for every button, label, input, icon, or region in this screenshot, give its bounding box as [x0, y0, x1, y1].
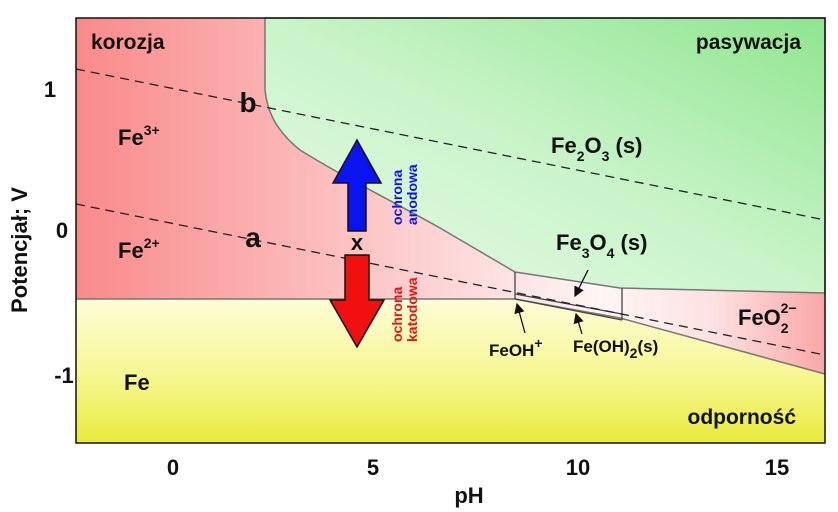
immunity-boundary — [76, 298, 826, 375]
passivation-region — [264, 17, 826, 294]
immunity-region — [76, 299, 825, 443]
y-axis-label: Potencjał; V — [7, 187, 32, 313]
fe3o4-label: Fe3O4 (s) — [556, 230, 647, 261]
feoh2-boundary — [514, 298, 623, 321]
line-a-label: a — [245, 222, 261, 253]
line-a — [75, 203, 826, 356]
anodic-protection-arrow — [331, 138, 383, 232]
line-b — [75, 68, 826, 221]
corrosion-label: korozja — [91, 31, 165, 54]
x-axis-label: pH — [454, 483, 483, 508]
line-b-label: b — [239, 87, 256, 118]
point-x: x — [351, 230, 364, 255]
y-tick-0: 0 — [56, 218, 68, 243]
fe2-label: Fe2+ — [118, 235, 160, 263]
plot-frame — [75, 17, 826, 444]
fe3-label: Fe3+ — [118, 122, 160, 150]
fe2o3-label: Fe2O3 (s) — [551, 133, 642, 164]
x-tick-10: 10 — [566, 455, 590, 480]
passivation-label: pasywacja — [696, 31, 801, 54]
feoh2-pointer — [573, 312, 584, 335]
feoh-pointer — [514, 302, 526, 334]
anodic-protection-label: ochrona anodowa — [389, 164, 420, 225]
x-tick-0: 0 — [167, 455, 179, 480]
x-tick-15: 15 — [765, 455, 789, 480]
feoh2-label: Fe(OH)2(s) — [573, 337, 658, 361]
feoh2-boundary-inner — [514, 293, 623, 315]
y-tick-1: 1 — [44, 77, 56, 102]
y-tick-minus-1: -1 — [54, 363, 74, 388]
feoh-label: FeOH+ — [489, 335, 543, 360]
immunity-label: odporność — [688, 406, 797, 429]
cathodic-protection-label: ochrona katodowa — [389, 277, 420, 342]
fe3o4-pointer — [574, 269, 589, 298]
fe-label: Fe — [124, 370, 150, 395]
cathodic-protection-arrow — [328, 254, 386, 349]
feo2-label: FeO22− — [738, 300, 797, 336]
x-tick-5: 5 — [367, 455, 379, 480]
